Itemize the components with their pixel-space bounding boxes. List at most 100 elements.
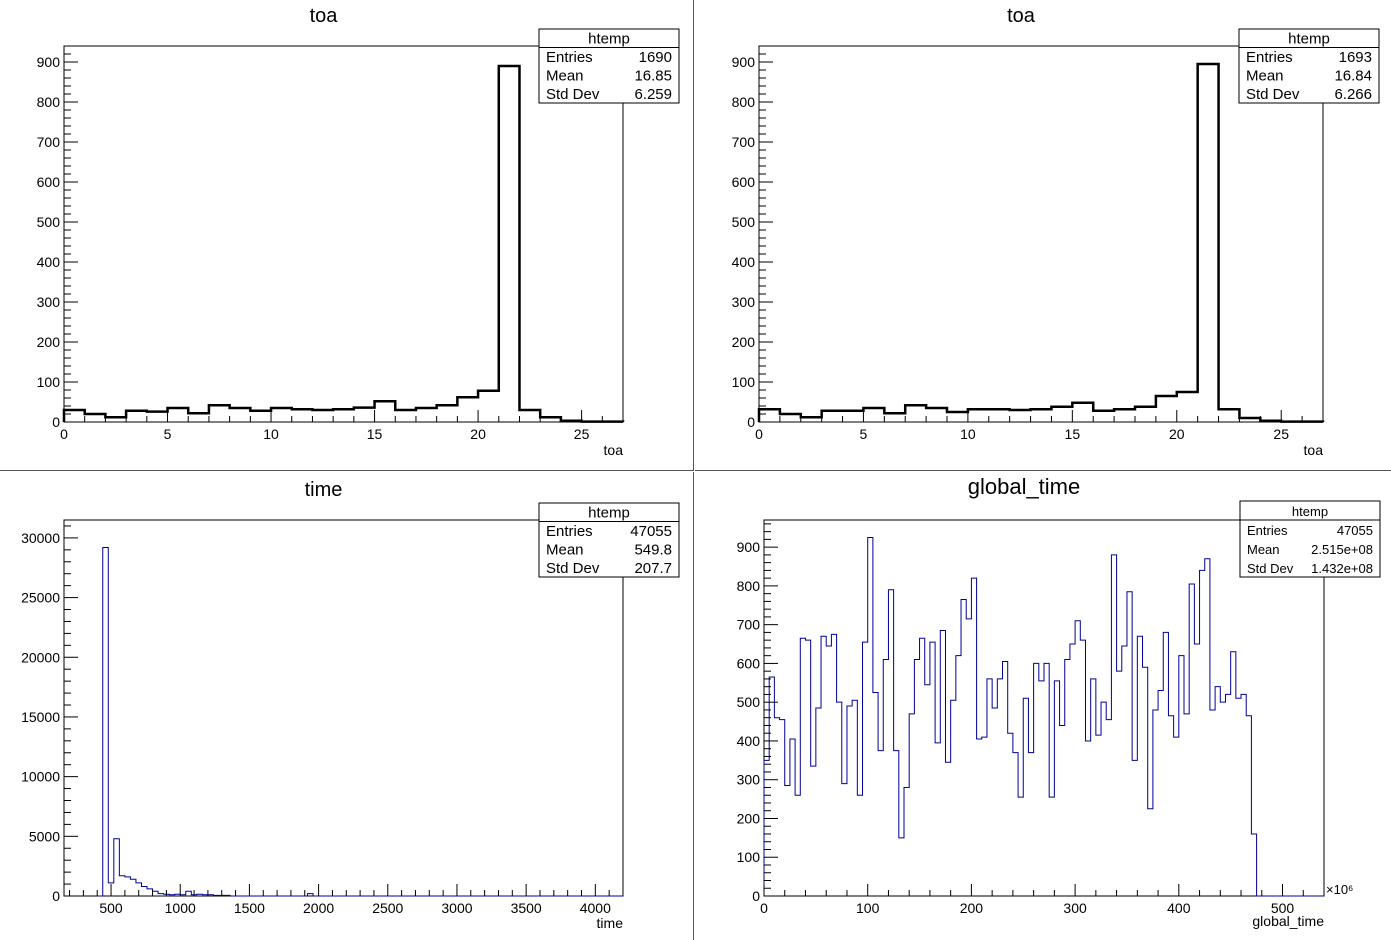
x-tick-label: 25 — [1273, 426, 1289, 442]
x-tick-label: 0 — [60, 426, 68, 442]
histogram-bin — [847, 706, 852, 896]
histogram-bin — [926, 408, 947, 422]
histogram-bin — [878, 751, 883, 896]
y-tick-label: 400 — [37, 254, 61, 270]
histogram-bin — [168, 408, 189, 422]
y-tick-label: 500 — [732, 214, 756, 230]
histogram-bin — [126, 411, 147, 422]
histogram-bin — [759, 409, 780, 422]
histogram-bin — [416, 408, 437, 422]
histogram-bin — [1179, 656, 1184, 896]
histogram-bin — [920, 638, 925, 896]
histogram-bin — [997, 679, 1002, 896]
histogram-bin — [1219, 409, 1240, 422]
histogram-bin — [785, 786, 790, 896]
histogram-bin — [1153, 710, 1158, 896]
histogram-bin — [333, 409, 354, 422]
histogram-bin — [1111, 555, 1116, 896]
histogram-bin — [1044, 663, 1049, 896]
histogram-bin — [800, 638, 805, 896]
stats-label: Std Dev — [546, 560, 600, 577]
x-tick-label: 2500 — [372, 900, 403, 916]
histogram-bin — [186, 891, 192, 896]
histogram-bin — [188, 413, 209, 422]
histogram-bin — [888, 590, 893, 896]
histogram-bin — [1127, 592, 1132, 896]
histogram-bin — [1060, 725, 1065, 896]
stats-box-frame — [1239, 500, 1381, 578]
x-tick-label: 200 — [960, 900, 984, 916]
y-tick-label: 700 — [737, 617, 761, 633]
histogram-bin — [1225, 694, 1230, 896]
histogram-outline — [757, 62, 1325, 423]
stats-box-frame — [1238, 28, 1380, 104]
x-tick-label: 500 — [1271, 900, 1295, 916]
chart-title: toa — [310, 5, 339, 27]
x-axis-label: global_time — [1252, 913, 1324, 929]
histogram-bin — [863, 408, 884, 422]
stats-value: 1690 — [639, 49, 672, 66]
histogram-bin — [230, 408, 251, 422]
histogram-bin — [868, 537, 873, 896]
pad-toa-2: toa 0 100 200 300 400 500 600 700 800 900 0 5 10 15 20 2… — [695, 0, 1391, 471]
x-tick-label: 2000 — [303, 900, 334, 916]
histogram-bin — [1008, 733, 1013, 896]
histogram-bin — [1039, 681, 1044, 896]
histogram-bin — [837, 702, 842, 896]
y-tick-label: 900 — [732, 54, 756, 70]
histogram-bin — [395, 410, 416, 422]
histogram-bin — [992, 708, 997, 896]
y-tick-label: 800 — [737, 578, 761, 594]
histogram-bin — [308, 894, 314, 896]
histogram-bin — [968, 409, 989, 422]
histogram-bin — [1023, 698, 1028, 896]
histogram-bin — [1168, 716, 1173, 896]
y-tick-label: 300 — [732, 294, 756, 310]
stats-box-title: htemp — [588, 505, 630, 522]
histogram-bin — [925, 685, 930, 896]
histogram-bin — [292, 409, 313, 422]
stats-label: Mean — [546, 68, 584, 85]
histogram-bin — [883, 660, 888, 896]
histogram-bin — [1093, 411, 1114, 422]
chart-title: time — [305, 479, 343, 501]
histogram-bin — [764, 760, 769, 896]
histogram-bin — [951, 700, 956, 896]
x-tick-label: 10 — [960, 426, 976, 442]
y-tick-label: 300 — [737, 772, 761, 788]
histogram-bin — [987, 679, 992, 896]
histogram-bin — [1072, 403, 1093, 422]
histogram-bin — [1054, 681, 1059, 896]
stats-box-frame — [538, 502, 680, 578]
histogram-bin — [64, 410, 85, 422]
histogram-bin — [971, 578, 976, 896]
x-tick-label: 400 — [1167, 900, 1191, 916]
histogram-toa-2: toa 0 100 200 300 400 500 600 700 800 900 0 5 10 15 20 2… — [732, 5, 1380, 458]
stats-box: htemp Entries 47055 Mean 2.515e+08 Std Dev 1.4… — [1239, 500, 1381, 578]
pad-global-time: global_time 0 100 200 300 400 500 600 700 800 900 0… — [695, 472, 1391, 940]
x-tick-label: 0 — [755, 426, 763, 442]
histogram-outline — [97, 546, 623, 897]
histogram-bin — [125, 877, 131, 896]
x-tick-label: 3000 — [441, 900, 472, 916]
histogram-outline — [62, 64, 625, 423]
y-tick-label: 0 — [752, 888, 760, 904]
histogram-bin — [811, 766, 816, 896]
stats-label: Mean — [1246, 68, 1284, 85]
histogram-bin — [1194, 644, 1199, 896]
histogram-bin — [225, 895, 231, 896]
x-tick-label: 20 — [470, 426, 486, 442]
histogram-bin — [1215, 687, 1220, 896]
stats-value: 16.85 — [634, 68, 672, 85]
y-tick-label: 700 — [732, 134, 756, 150]
histogram-bin — [1096, 735, 1101, 896]
histogram-bin — [153, 891, 159, 896]
histogram-bin — [202, 895, 208, 896]
histogram-bin — [147, 889, 153, 896]
histogram-bin — [457, 397, 478, 422]
histogram-bin — [1106, 720, 1111, 896]
histogram-bin — [805, 640, 810, 896]
histogram-bin — [1241, 694, 1246, 896]
histogram-bin — [1117, 671, 1122, 896]
x-tick-label: 5 — [860, 426, 868, 442]
